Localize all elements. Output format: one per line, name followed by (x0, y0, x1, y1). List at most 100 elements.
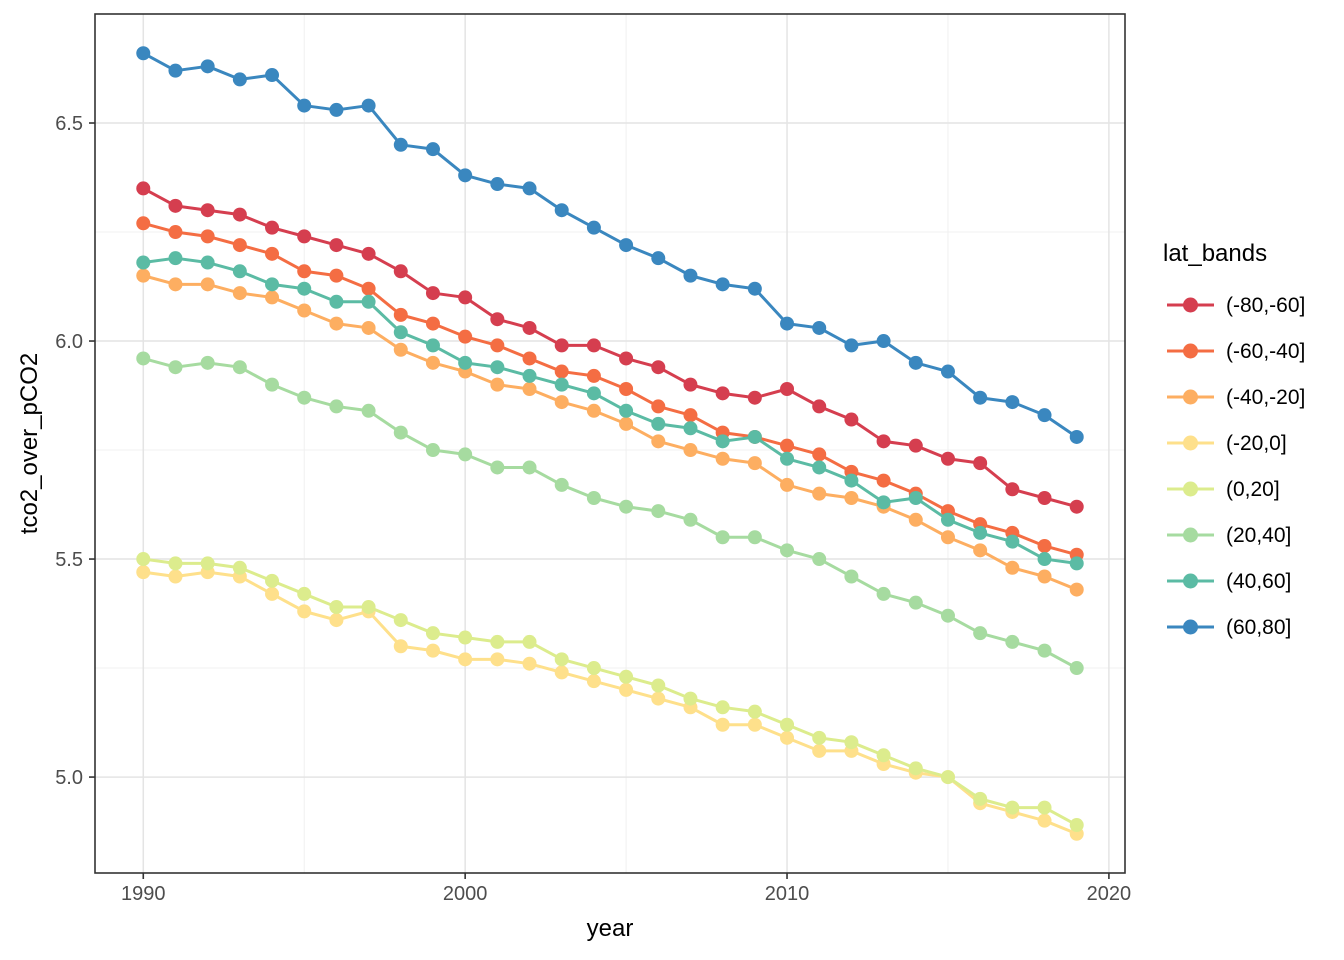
series-point (168, 360, 183, 375)
series-point (812, 320, 827, 335)
legend-label: (20,40] (1226, 524, 1291, 547)
series-point (780, 451, 795, 466)
legend-label: (40,60] (1226, 570, 1291, 593)
series-point (715, 717, 730, 732)
legend-title: lat_bands (1163, 240, 1267, 267)
legend-key-point (1183, 481, 1198, 497)
series-point (265, 246, 280, 261)
series-point (651, 678, 666, 693)
series-point (232, 286, 247, 301)
legend-label: (0,20] (1226, 478, 1280, 501)
series-point (232, 264, 247, 279)
series-point (361, 294, 376, 309)
series-point (361, 281, 376, 296)
series-point (554, 377, 569, 392)
y-tick-label: 6.5 (55, 113, 83, 135)
series-point (1069, 556, 1084, 571)
series-point (490, 312, 505, 327)
series-point (812, 552, 827, 567)
series-point (554, 203, 569, 218)
series-point (715, 434, 730, 449)
series-point (458, 630, 473, 645)
series-point (619, 381, 634, 396)
series-point (554, 477, 569, 492)
series-point (522, 351, 537, 366)
series-point (619, 238, 634, 253)
series-point (780, 316, 795, 331)
legend-key-point (1183, 619, 1198, 635)
series-point (876, 748, 891, 763)
legend-label: (-20,0] (1226, 432, 1287, 455)
series-point (200, 59, 215, 74)
series-point (265, 277, 280, 292)
series-point (1005, 534, 1020, 549)
series-point (490, 338, 505, 353)
series-point (168, 277, 183, 292)
series-point (136, 565, 151, 580)
series-point (329, 102, 344, 117)
series-point (876, 495, 891, 510)
series-point (522, 460, 537, 475)
series-point (619, 416, 634, 431)
series-point (393, 342, 408, 357)
series-point (232, 560, 247, 575)
series-point (1037, 800, 1052, 815)
series-point (297, 264, 312, 279)
x-tick-label: 2020 (1087, 883, 1132, 905)
series-point (329, 238, 344, 253)
series-point (780, 543, 795, 558)
series-point (1005, 634, 1020, 649)
series-point (200, 556, 215, 571)
series-point (908, 512, 923, 527)
series-point (329, 600, 344, 615)
series-point (973, 390, 988, 405)
series-point (265, 377, 280, 392)
series-point (425, 316, 440, 331)
series-point (136, 255, 151, 270)
series-point (200, 277, 215, 292)
series-point (1037, 552, 1052, 567)
series-point (232, 238, 247, 253)
series-point (490, 377, 505, 392)
series-point (683, 268, 698, 283)
x-tick-label: 2000 (443, 883, 488, 905)
series-point (168, 556, 183, 571)
series-point (683, 691, 698, 706)
series-point (393, 137, 408, 152)
series-point (715, 451, 730, 466)
series-point (458, 652, 473, 667)
series-point (619, 682, 634, 697)
series-point (329, 399, 344, 414)
series-point (973, 525, 988, 540)
series-point (940, 608, 955, 623)
series-point (554, 395, 569, 410)
series-point (1069, 582, 1084, 597)
series-point (200, 229, 215, 244)
series-point (329, 316, 344, 331)
series-point (747, 281, 762, 296)
series-point (265, 573, 280, 588)
series-point (747, 717, 762, 732)
series-point (973, 626, 988, 641)
series-point (1037, 813, 1052, 828)
series-point (1037, 569, 1052, 584)
series-point (1037, 643, 1052, 658)
series-point (329, 268, 344, 283)
series-point (812, 460, 827, 475)
series-point (586, 368, 601, 383)
series-point (329, 294, 344, 309)
x-tick-label: 2010 (765, 883, 810, 905)
series-point (425, 355, 440, 370)
series-point (812, 399, 827, 414)
series-point (1037, 408, 1052, 423)
legend-key-point (1183, 435, 1198, 451)
series-point (780, 438, 795, 453)
series-point (136, 181, 151, 196)
series-point (458, 329, 473, 344)
series-point (329, 613, 344, 628)
series-point (747, 456, 762, 471)
series-point (683, 408, 698, 423)
legend-label: (-40,-20] (1226, 386, 1305, 409)
series-point (490, 460, 505, 475)
